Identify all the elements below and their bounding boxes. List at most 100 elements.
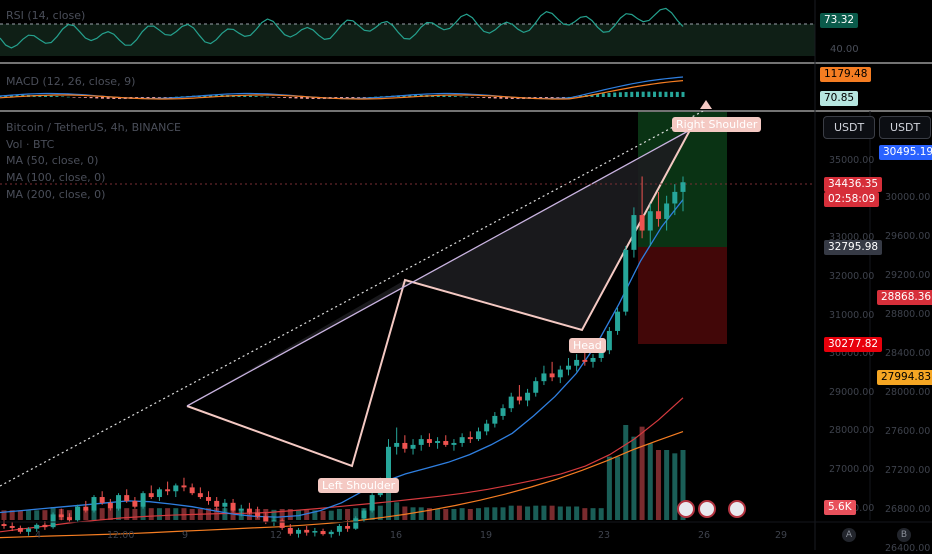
auto-scale-button[interactable]: A [842,528,856,542]
candle-body [361,510,367,519]
candle-body [312,531,318,533]
macd-histogram-bar [163,97,167,98]
ma100-legend[interactable]: MA (100, close, 0) [6,171,106,184]
macd-histogram-bar [510,97,514,99]
candle-body [304,529,310,533]
volume-bar [394,502,400,520]
candle-body [107,502,113,509]
candle-body [1,524,7,527]
macd-histogram-bar [203,95,207,97]
right-shoulder-label[interactable]: Right Shoulder [672,117,762,132]
volume-bar [565,506,571,520]
macd-histogram-bar [653,91,657,97]
event-flag-icon[interactable] [698,500,716,518]
macd-histogram-bar [288,97,292,99]
time-tick: 16 [390,530,403,541]
macd-histogram-bar [408,95,412,97]
macd-histogram-bar [305,97,309,99]
volume-legend[interactable]: Vol · BTC [6,138,55,151]
volume-bar [606,456,612,520]
candle-body [287,527,293,534]
volume-bar [42,510,48,520]
rsi-legend[interactable]: RSI (14, close) [6,9,86,22]
price-tick-secondary: 29600.00 [885,231,931,242]
candle-body [631,215,637,250]
volume-bar [680,450,686,520]
price-tick-primary: 31000.00 [829,309,875,321]
candle-body [34,524,40,529]
left-shoulder-label[interactable]: Left Shoulder [318,478,400,493]
candle-body [238,508,244,511]
candle-body [598,350,604,358]
macd-histogram-bar [368,96,372,98]
volume-bar [271,509,277,520]
candle-body [181,485,187,488]
ma-orange-price-tag: 27994.83 [877,370,932,385]
trend-line[interactable] [186,129,691,407]
macd-histogram-bar [112,97,116,99]
price-tick-primary: 28000.00 [829,425,875,437]
neckline[interactable] [0,109,706,487]
candle-body [214,500,220,507]
symbol-legend[interactable]: Bitcoin / TetherUS, 4h, BINANCE [6,121,182,134]
candle-body [50,514,56,528]
volume-bar [541,505,547,520]
stop-zone[interactable] [638,247,727,344]
macd-histogram-bar [664,91,668,97]
time-tick: 9 [182,530,189,541]
currency-button-primary[interactable]: USDT [823,116,876,139]
price-tick-primary: 30000.00 [829,348,875,360]
macd-histogram-bar [459,96,463,98]
volume-bar [549,505,555,520]
macd-histogram-bar [658,91,662,97]
candle-body [336,526,342,532]
volume-bar [181,508,187,520]
candle-body [116,495,122,509]
macd-value-tag-1: 1179.48 [820,67,872,82]
macd-histogram-bar [100,97,104,99]
candle-body [590,357,596,362]
event-flag-icon[interactable] [677,500,695,518]
volume-bar [246,509,252,520]
volume-bar [156,508,162,520]
rsi-band [0,24,815,56]
macd-histogram-bar [15,94,19,97]
volume-bar [353,508,359,520]
ma50-legend[interactable]: MA (50, close, 0) [6,154,99,167]
macd-histogram-bar [539,97,543,99]
rsi-value-tag: 73.32 [820,13,859,28]
candlesticks [1,176,686,538]
macd-histogram-bar [300,97,304,99]
candle-body [124,495,130,501]
pattern-path[interactable] [186,129,691,468]
volume-bar [345,509,351,520]
event-flag-icon[interactable] [728,500,746,518]
macd-histogram-bar [453,96,457,97]
candle-body [606,330,612,351]
volume-bar [484,507,490,520]
pattern-apex-marker [700,100,712,109]
price-tick-secondary: 26400.00 [885,543,931,554]
ma200-legend[interactable]: MA (200, close, 0) [6,188,106,201]
axis-b-button[interactable]: B [897,528,911,542]
candle-body [271,520,277,523]
candle-body [655,211,661,219]
macd-histogram-bar [567,96,571,98]
candle-body [230,502,236,511]
currency-button-secondary[interactable]: USDT [879,116,932,139]
price-tick-secondary: 28800.00 [885,309,931,320]
macd-histogram-bar [271,97,275,98]
rsi-line [0,7,684,49]
macd-histogram-bar [362,97,366,98]
macd-legend[interactable]: MACD (12, 26, close, 9) [6,75,136,88]
head-label[interactable]: Head [569,338,606,353]
volume-bar [615,456,621,520]
macd-histogram-bar [470,97,474,98]
macd-value-tag-2: 70.85 [820,91,859,106]
macd-histogram-bar [311,97,315,99]
candle-body [132,500,138,507]
macd-histogram-bar [146,97,150,99]
volume-bar [328,510,334,520]
volume-bar [410,507,416,520]
